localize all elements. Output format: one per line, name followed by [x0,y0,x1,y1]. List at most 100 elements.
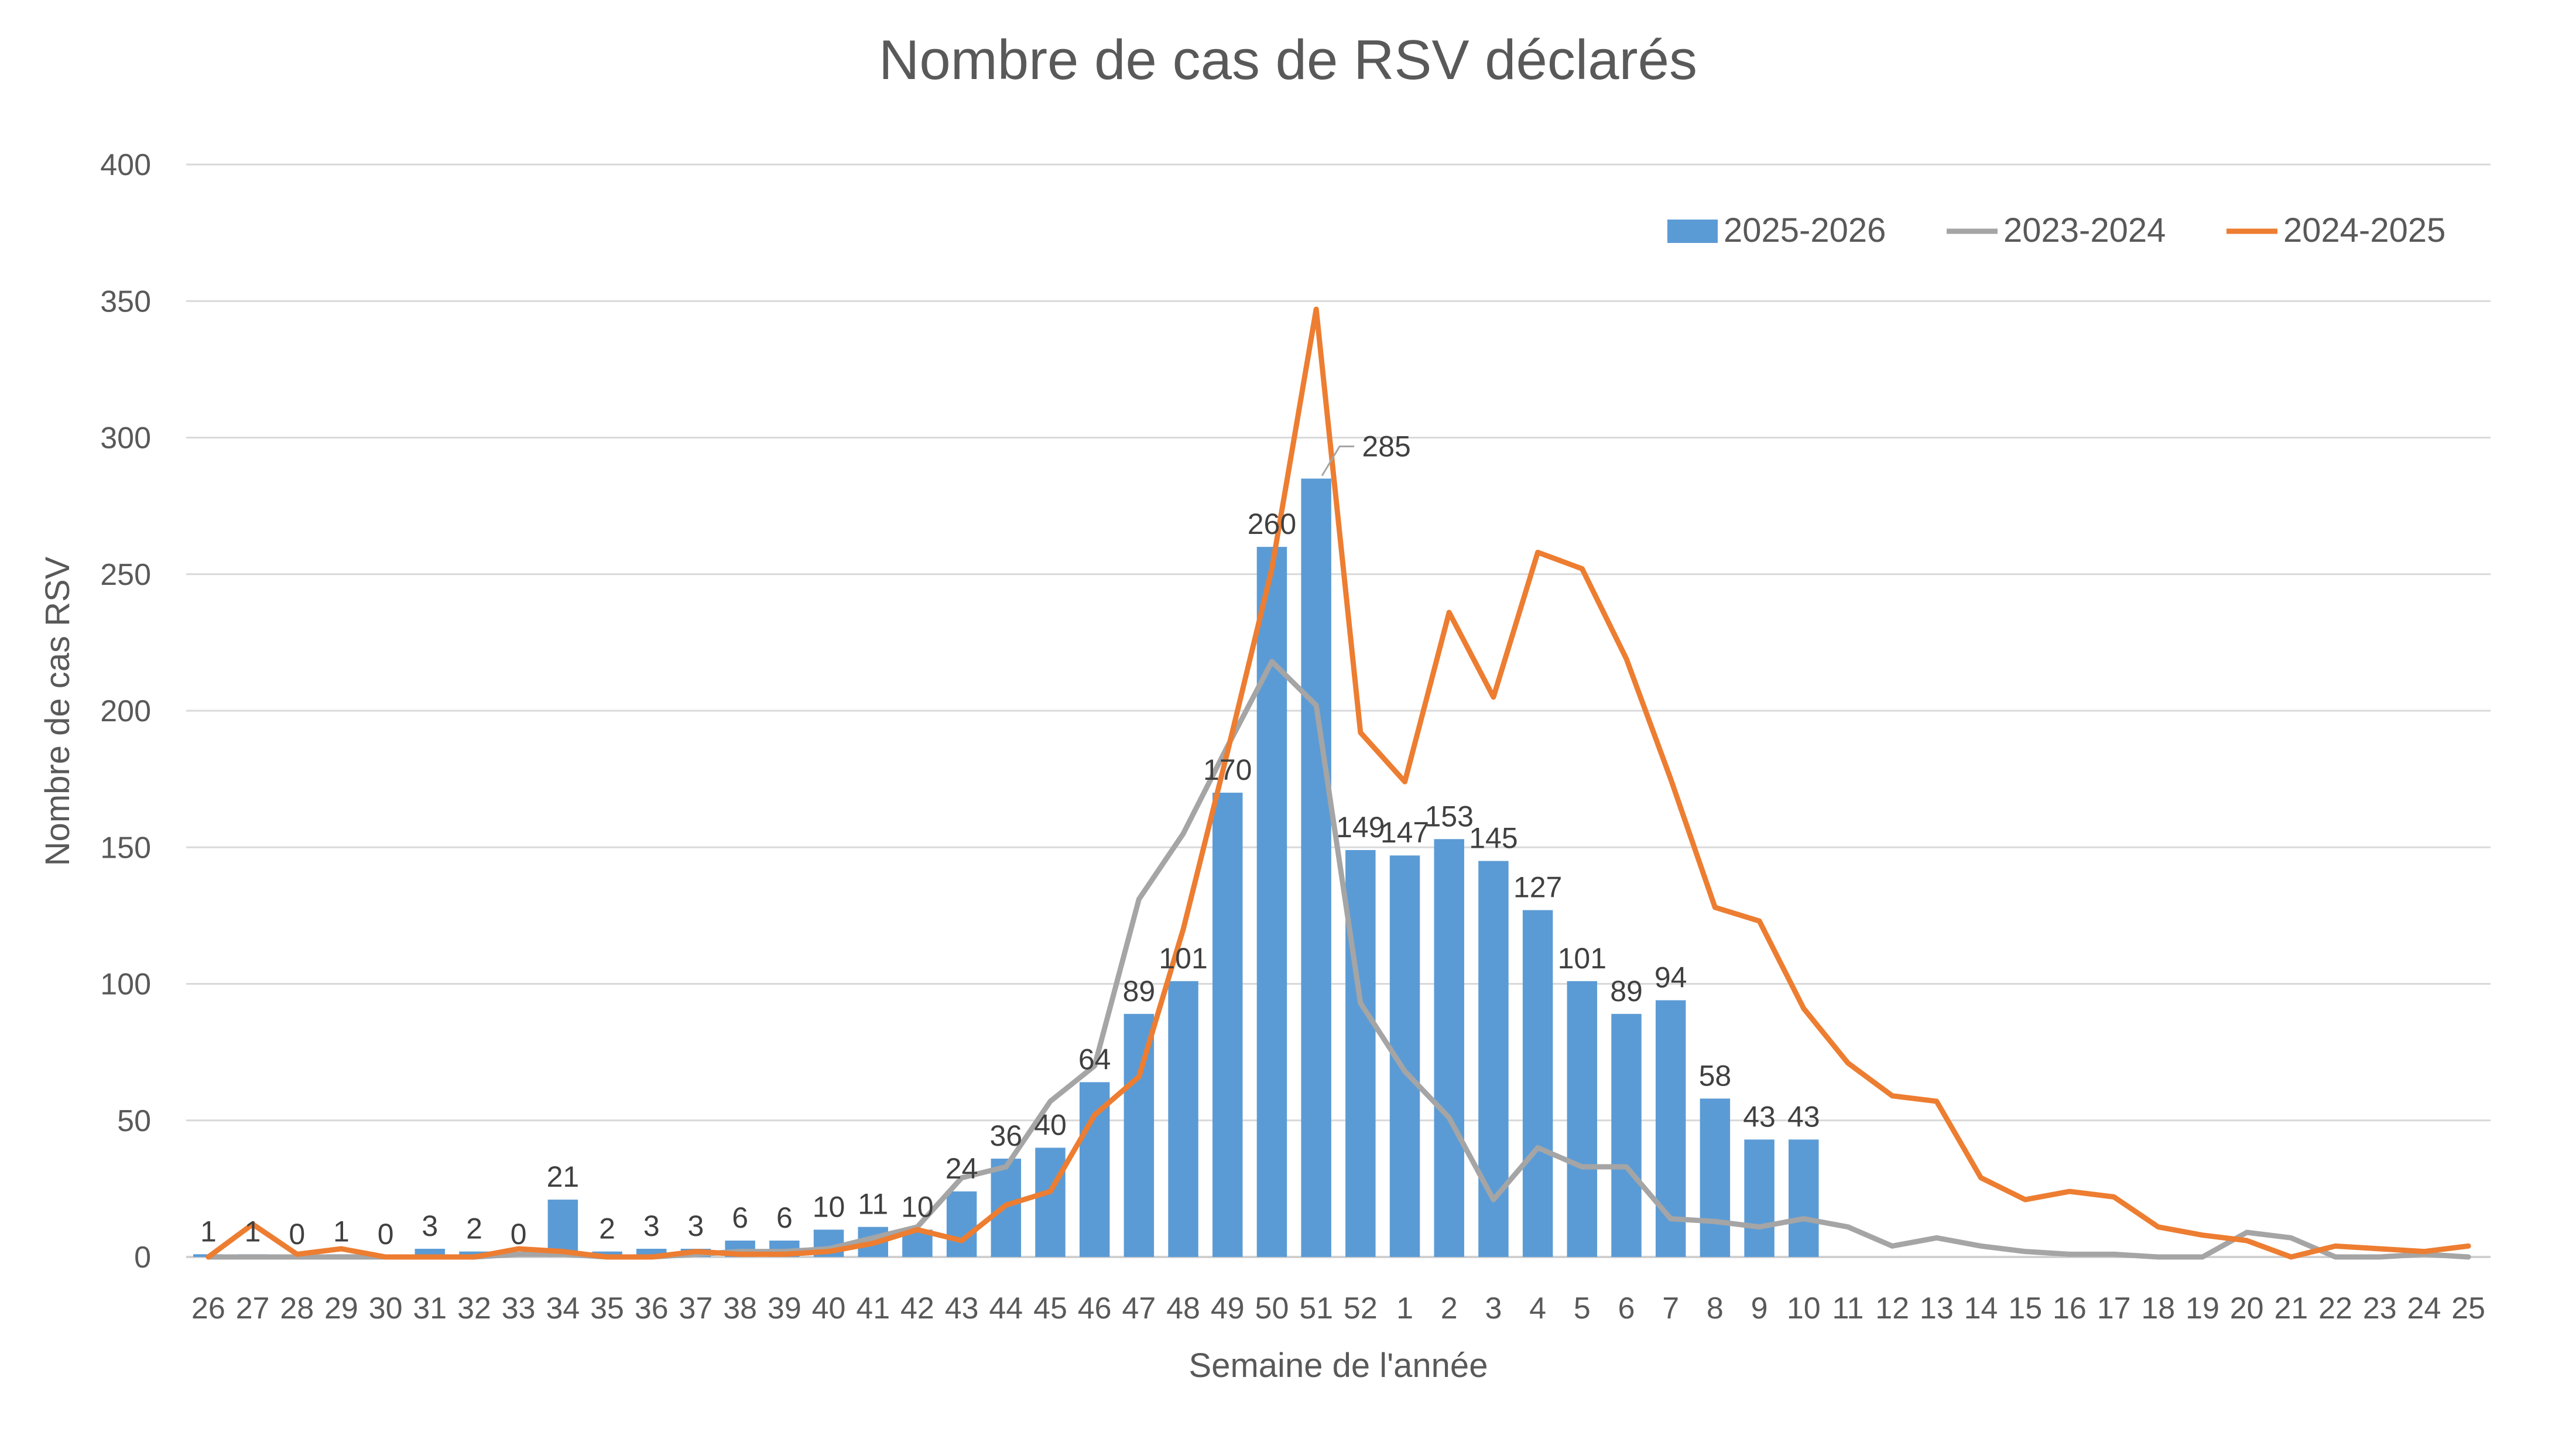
bar-data-label: 149 [1336,811,1385,844]
bar-data-label: 147 [1381,816,1429,849]
bar [1212,792,1243,1257]
bar [1345,849,1376,1257]
bar [1434,839,1464,1257]
legend-label-2024-2025: 2024-2025 [2283,211,2445,249]
bar-data-label: 285 [1362,430,1410,463]
x-tick-label: 46 [1078,1292,1112,1325]
x-tick-label: 26 [191,1292,225,1325]
bar-data-label: 127 [1513,871,1562,904]
bar [592,1251,622,1257]
y-tick-label: 300 [100,422,151,455]
bar-data-label: 94 [1654,961,1687,994]
x-tick-label: 17 [2097,1292,2131,1325]
x-tick-label: 28 [280,1292,314,1325]
x-axis-label: Semaine de l'année [1189,1347,1488,1385]
chart-title: Nombre de cas de RSV déclarés [879,29,1697,91]
bar-data-label: 0 [289,1218,305,1251]
y-tick-label: 50 [117,1104,151,1138]
bar [946,1191,977,1257]
x-tick-label: 19 [2186,1292,2219,1325]
bar [1079,1082,1110,1257]
x-tick-label: 34 [546,1292,580,1325]
bar-data-label: 101 [1558,942,1606,975]
x-tick-label: 41 [856,1292,890,1325]
bar-data-label: 6 [776,1201,793,1234]
label-leader-line [1321,445,1355,477]
x-tick-label: 47 [1122,1292,1156,1325]
bar-data-label: 1 [200,1215,217,1248]
bar-data-label: 43 [1787,1100,1820,1133]
x-tick-label: 11 [1832,1292,1864,1325]
x-tick-label: 33 [502,1292,536,1325]
x-tick-label: 36 [635,1292,669,1325]
bar [1035,1147,1066,1257]
y-axis-label: Nombre de cas RSV [39,556,77,866]
bar-data-label: 6 [732,1201,748,1234]
bar [547,1200,578,1257]
bar-data-label: 260 [1248,508,1296,540]
x-tick-label: 27 [236,1292,270,1325]
legend-label-2023-2024: 2023-2024 [2003,211,2166,249]
bar-data-label: 11 [858,1188,888,1221]
bar-data-label: 2 [599,1212,615,1245]
x-tick-label: 15 [2008,1292,2042,1325]
bar [1567,981,1598,1257]
y-tick-label: 400 [100,148,151,182]
x-tick-label: 1 [1396,1292,1413,1325]
x-tick-label: 40 [812,1292,846,1325]
bar-data-label: 40 [1034,1108,1067,1141]
x-tick-label: 2 [1441,1292,1458,1325]
bar [1256,547,1287,1257]
bar [1655,1000,1686,1257]
y-tick-label: 250 [100,558,151,592]
bar-data-label: 145 [1469,822,1517,855]
x-tick-label: 39 [768,1292,801,1325]
x-tick-label: 49 [1211,1292,1245,1325]
legend-swatch-2025-2026 [1667,220,1718,243]
bar-data-label: 43 [1743,1100,1776,1133]
x-tick-label: 50 [1255,1292,1289,1325]
x-tick-label: 20 [2230,1292,2264,1325]
bar [1301,478,1331,1257]
bar [1700,1098,1731,1257]
bar-data-label: 21 [547,1160,580,1193]
legend-label-2025-2026: 2025-2026 [1724,211,1886,249]
x-tick-label: 31 [413,1292,447,1325]
y-tick-label: 100 [100,968,151,1002]
x-tick-label: 32 [457,1292,491,1325]
x-tick-label: 35 [590,1292,624,1325]
bar-data-label: 58 [1699,1059,1732,1092]
y-tick-label: 350 [100,285,151,318]
bar-data-label: 153 [1425,800,1474,833]
x-tick-label: 6 [1618,1292,1635,1325]
bar [1522,910,1553,1257]
x-tick-label: 51 [1299,1292,1333,1325]
bar-data-label: 170 [1203,753,1252,786]
x-tick-label: 9 [1751,1292,1768,1325]
x-tick-label: 29 [324,1292,358,1325]
y-tick-label: 200 [100,694,151,728]
x-tick-label: 10 [1787,1292,1821,1325]
x-tick-label: 14 [1964,1292,1998,1325]
y-tick-label: 0 [134,1241,151,1275]
bar-data-label: 3 [688,1210,704,1242]
x-tick-label: 42 [900,1292,934,1325]
x-tick-label: 3 [1485,1292,1502,1325]
x-tick-label: 12 [1875,1292,1909,1325]
bar-data-label: 64 [1078,1043,1111,1075]
x-tick-label: 16 [2053,1292,2087,1325]
x-tick-label: 30 [369,1292,403,1325]
x-tick-label: 4 [1529,1292,1546,1325]
bar-data-label: 3 [643,1210,660,1242]
x-tick-label: 25 [2451,1292,2485,1325]
legend: 2025-2026 2023-2024 2024-2025 [1667,211,2445,249]
bar-data-label: 2 [466,1212,482,1245]
bar-data-label: 36 [989,1119,1022,1152]
x-tick-label: 5 [1574,1292,1591,1325]
bar-data-label: 89 [1610,975,1643,1008]
x-tick-label: 21 [2274,1292,2308,1325]
bar [1744,1139,1775,1257]
x-tick-label: 24 [2407,1292,2441,1325]
x-tick-label: 37 [679,1292,713,1325]
